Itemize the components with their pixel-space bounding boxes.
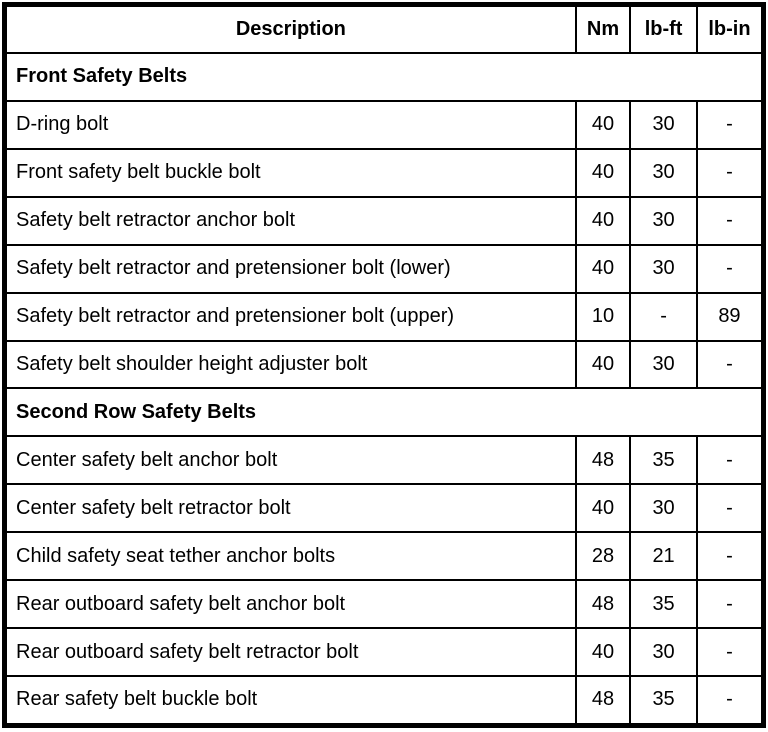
lb-ft-value-cell: 30: [629, 627, 698, 677]
table-row: Rear outboard safety belt retractor bolt…: [3, 627, 765, 677]
lb-ft-value-cell: 30: [629, 339, 698, 390]
nm-value-cell: 10: [574, 291, 632, 342]
lb-in-value-cell: -: [695, 531, 765, 582]
section-header-row: Second Row Safety Belts: [3, 387, 765, 438]
description-cell: Rear outboard safety belt anchor bolt: [3, 579, 577, 630]
table-row: Safety belt retractor and pretensioner b…: [3, 243, 765, 294]
nm-value-cell: 40: [574, 195, 632, 246]
table-row: D-ring bolt 40 30 -: [3, 99, 765, 150]
lb-ft-value-cell: 30: [629, 483, 698, 534]
column-header-nm: Nm: [574, 3, 632, 54]
nm-value-cell: 48: [574, 579, 632, 630]
lb-ft-value-cell: -: [629, 291, 698, 342]
description-cell: Safety belt retractor and pretensioner b…: [3, 243, 577, 294]
lb-ft-value-cell: 30: [629, 243, 698, 294]
table-row: Safety belt retractor anchor bolt 40 30 …: [3, 195, 765, 246]
description-cell: D-ring bolt: [3, 99, 577, 150]
section-title: Second Row Safety Belts: [3, 387, 765, 438]
lb-in-value-cell: -: [695, 147, 765, 198]
header-row: Description Nm lb-ft lb-in: [3, 3, 765, 54]
lb-ft-value-cell: 30: [629, 99, 698, 150]
description-cell: Center safety belt retractor bolt: [3, 483, 577, 534]
lb-in-value-cell: -: [695, 339, 765, 390]
lb-in-value-cell: 89: [695, 291, 765, 342]
lb-ft-value-cell: 35: [629, 435, 698, 486]
nm-value-cell: 40: [574, 627, 632, 677]
description-cell: Safety belt shoulder height adjuster bol…: [3, 339, 577, 390]
column-header-description: Description: [3, 3, 577, 54]
section-title: Front Safety Belts: [3, 52, 765, 102]
table-row: Center safety belt anchor bolt 48 35 -: [3, 435, 765, 486]
nm-value-cell: 40: [574, 147, 632, 198]
description-cell: Safety belt retractor anchor bolt: [3, 195, 577, 246]
table-row: Safety belt retractor and pretensioner b…: [3, 291, 765, 342]
table-row: Rear outboard safety belt anchor bolt 48…: [3, 579, 765, 630]
description-cell: Front safety belt buckle bolt: [3, 147, 577, 198]
table-row: Safety belt shoulder height adjuster bol…: [3, 339, 765, 390]
lb-ft-value-cell: 30: [629, 195, 698, 246]
description-cell: Center safety belt anchor bolt: [3, 435, 577, 486]
description-cell: Child safety seat tether anchor bolts: [3, 531, 577, 582]
column-header-lb-in: lb-in: [695, 3, 765, 54]
lb-ft-value-cell: 35: [629, 579, 698, 630]
table-row: Child safety seat tether anchor bolts 28…: [3, 531, 765, 582]
table-row: Center safety belt retractor bolt 40 30 …: [3, 483, 765, 534]
column-header-lb-ft: lb-ft: [629, 3, 698, 54]
description-cell: Rear outboard safety belt retractor bolt: [3, 627, 577, 677]
section-header-row: Front Safety Belts: [3, 52, 765, 102]
lb-ft-value-cell: 30: [629, 147, 698, 198]
table-body: Front Safety Belts D-ring bolt 40 30 - F…: [3, 52, 765, 727]
lb-in-value-cell: -: [695, 99, 765, 150]
lb-in-value-cell: -: [695, 483, 765, 534]
table-row: Rear safety belt buckle bolt 48 35 -: [3, 674, 765, 727]
lb-in-value-cell: -: [695, 674, 765, 727]
description-cell: Rear safety belt buckle bolt: [3, 674, 577, 727]
lb-ft-value-cell: 21: [629, 531, 698, 582]
nm-value-cell: 40: [574, 243, 632, 294]
nm-value-cell: 40: [574, 339, 632, 390]
lb-in-value-cell: -: [695, 195, 765, 246]
lb-ft-value-cell: 35: [629, 674, 698, 727]
lb-in-value-cell: -: [695, 579, 765, 630]
description-cell: Safety belt retractor and pretensioner b…: [3, 291, 577, 342]
nm-value-cell: 28: [574, 531, 632, 582]
lb-in-value-cell: -: [695, 435, 765, 486]
nm-value-cell: 40: [574, 99, 632, 150]
table-row: Front safety belt buckle bolt 40 30 -: [3, 147, 765, 198]
nm-value-cell: 40: [574, 483, 632, 534]
lb-in-value-cell: -: [695, 627, 765, 677]
nm-value-cell: 48: [574, 435, 632, 486]
lb-in-value-cell: -: [695, 243, 765, 294]
nm-value-cell: 48: [574, 674, 632, 727]
